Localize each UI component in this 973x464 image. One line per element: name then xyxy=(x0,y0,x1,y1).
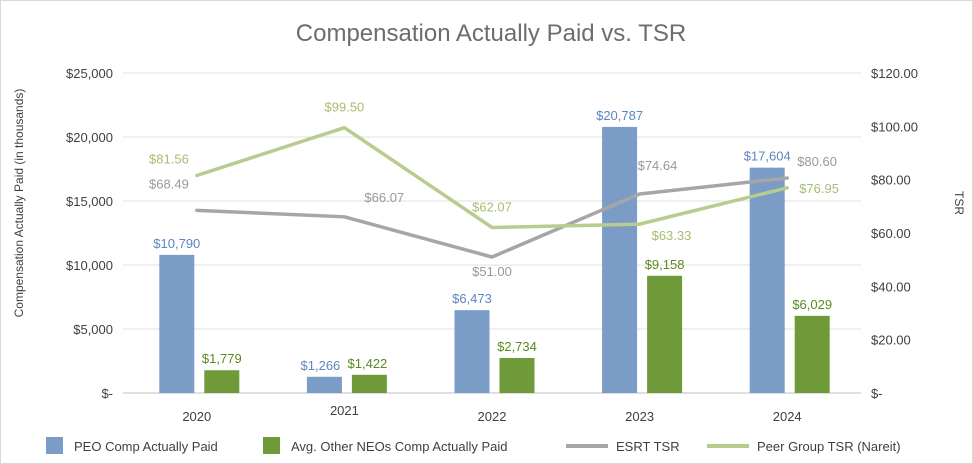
line-data-label: $51.00 xyxy=(472,264,512,279)
line-data-label: $81.56 xyxy=(149,152,189,167)
legend-label: Avg. Other NEOs Comp Actually Paid xyxy=(291,439,508,454)
bar-neo xyxy=(647,275,683,393)
x-tick-label: 2023 xyxy=(625,409,654,424)
bar-data-label: $1,422 xyxy=(348,356,388,371)
y2-tick-label: $- xyxy=(871,386,883,401)
gridlines xyxy=(123,72,861,394)
bar-peo xyxy=(602,126,638,394)
bar-neo xyxy=(204,370,240,393)
y-tick-label: $- xyxy=(101,386,113,401)
x-tick-label: 2021 xyxy=(330,403,359,418)
bar-neo xyxy=(499,358,535,393)
y2-tick-label: $60.00 xyxy=(871,226,911,241)
bar-peo xyxy=(159,254,195,393)
y2-tick-label: $40.00 xyxy=(871,279,911,294)
line-data-label: $66.07 xyxy=(364,190,404,205)
line-series-layer xyxy=(195,125,789,259)
axis-ticks-layer: $- $5,000 $10,000 $15,000 $20,000 $25,000 $- $2… xyxy=(66,66,918,424)
line-data-label: $80.60 xyxy=(797,154,837,169)
bar-data-label: $10,790 xyxy=(153,236,200,251)
x-tick-label: 2022 xyxy=(478,409,507,424)
y2-tick-label: $20.00 xyxy=(871,333,911,348)
y-axis-label: Compensation Actually Paid (in thousands… xyxy=(12,89,26,318)
bar-data-label: $6,029 xyxy=(792,297,832,312)
legend-swatch xyxy=(46,437,63,454)
line-data-label: $74.64 xyxy=(638,158,678,173)
bar-peo xyxy=(454,310,490,393)
data-labels-layer: $10,790 $1,266 $6,473 $20,787 $17,604 $1,779 $… xyxy=(149,100,839,373)
bar-data-label: $20,787 xyxy=(596,108,643,123)
bar-data-label: $9,158 xyxy=(645,257,685,272)
line-data-label: $63.33 xyxy=(652,228,692,243)
bar-peo xyxy=(306,376,342,393)
bar-data-label: $17,604 xyxy=(744,149,791,164)
y-tick-label: $20,000 xyxy=(66,130,113,145)
legend-label: PEO Comp Actually Paid xyxy=(74,439,218,454)
bar-neo xyxy=(351,374,387,393)
bar-data-label: $1,779 xyxy=(202,351,242,366)
chart-title: Compensation Actually Paid vs. TSR xyxy=(296,20,686,47)
y2-tick-label: $120.00 xyxy=(871,66,918,81)
y2-axis-label: TSR xyxy=(952,191,966,215)
bar-data-label: $6,473 xyxy=(452,291,492,306)
line-data-label: $76.95 xyxy=(799,181,839,196)
y-tick-label: $15,000 xyxy=(66,194,113,209)
y2-tick-label: $100.00 xyxy=(871,119,918,134)
bar-data-label: $2,734 xyxy=(497,339,537,354)
x-tick-label: 2024 xyxy=(773,409,802,424)
esrt-tsr-line xyxy=(195,176,789,259)
y2-tick-label: $80.00 xyxy=(871,173,911,188)
legend-swatch xyxy=(263,437,280,454)
bar-series-layer xyxy=(159,126,830,394)
bar-neo xyxy=(794,315,830,393)
line-data-label: $99.50 xyxy=(325,100,365,115)
bar-data-label: $1,266 xyxy=(301,358,341,373)
bar-peo xyxy=(749,167,785,393)
line-data-label: $68.49 xyxy=(149,176,189,191)
peer-tsr-line xyxy=(195,125,789,230)
y-tick-label: $10,000 xyxy=(66,258,113,273)
legend-label: Peer Group TSR (Nareit) xyxy=(757,439,901,454)
x-tick-label: 2020 xyxy=(182,409,211,424)
y-tick-label: $25,000 xyxy=(66,66,113,81)
legend: PEO Comp Actually Paid Avg. Other NEOs Co… xyxy=(46,437,901,454)
line-data-label: $62.07 xyxy=(472,199,512,214)
legend-label: ESRT TSR xyxy=(616,439,680,454)
y-tick-label: $5,000 xyxy=(73,322,113,337)
